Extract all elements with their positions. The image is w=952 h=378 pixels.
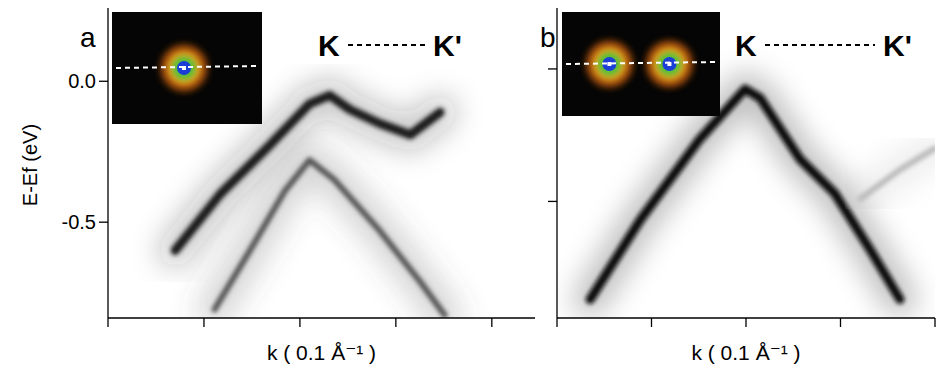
x-axis-title: k ( 0.1 Å⁻¹ ) bbox=[267, 341, 376, 364]
x-tick bbox=[651, 318, 652, 327]
inset-glow bbox=[597, 52, 621, 76]
inset-core bbox=[607, 62, 611, 66]
annotation: K bbox=[735, 29, 757, 62]
inset-glow bbox=[645, 40, 693, 88]
inset-glow bbox=[657, 52, 681, 76]
x-tick bbox=[840, 318, 841, 327]
inset-glow bbox=[585, 40, 633, 88]
inset bbox=[112, 12, 262, 124]
y-tick-label: -0.5 bbox=[62, 211, 96, 233]
x-tick bbox=[745, 318, 746, 327]
inset-glow bbox=[652, 47, 686, 81]
panel-label: b bbox=[540, 22, 556, 53]
x-tick bbox=[299, 318, 300, 327]
inset-cut bbox=[566, 62, 716, 64]
inset-cut bbox=[116, 66, 258, 68]
figure: 0.0 -0.5 E-Ef (eV) k ( 0.1 Å⁻¹ ) a K K' k ( 0.1… bbox=[0, 0, 952, 378]
x-tick bbox=[395, 318, 396, 327]
y-axis bbox=[107, 8, 108, 318]
plot-background bbox=[108, 8, 535, 318]
k-path-line bbox=[765, 44, 875, 46]
y-axis bbox=[556, 8, 557, 318]
panel-label: a bbox=[80, 22, 96, 53]
plot-area bbox=[108, 8, 535, 318]
plot-area bbox=[557, 8, 935, 318]
x-tick bbox=[491, 318, 492, 327]
band-glow bbox=[860, 148, 935, 198]
inset-background bbox=[112, 12, 262, 124]
band-glow bbox=[215, 160, 445, 315]
y-tick-label: 0.0 bbox=[68, 70, 96, 92]
inset bbox=[562, 12, 720, 116]
plot-background bbox=[557, 8, 935, 318]
x-tick bbox=[934, 318, 935, 327]
x-tick bbox=[203, 318, 204, 327]
x-tick bbox=[107, 318, 108, 327]
y-tick bbox=[548, 201, 557, 202]
y-tick bbox=[99, 81, 108, 82]
x-tick bbox=[556, 318, 557, 327]
y-axis-title: E-Ef (eV) bbox=[19, 124, 41, 206]
annotation: K bbox=[318, 29, 340, 62]
k-path-line bbox=[348, 44, 425, 46]
y-tick bbox=[548, 68, 557, 69]
band bbox=[215, 160, 445, 315]
x-axis bbox=[108, 317, 535, 318]
y-tick bbox=[99, 222, 108, 223]
x-axis-title: k ( 0.1 Å⁻¹ ) bbox=[691, 341, 800, 364]
annotation: K' bbox=[883, 29, 912, 62]
inset-spot bbox=[662, 57, 676, 71]
inset-background bbox=[562, 12, 720, 116]
annotation: K' bbox=[433, 29, 462, 62]
band bbox=[860, 148, 935, 198]
